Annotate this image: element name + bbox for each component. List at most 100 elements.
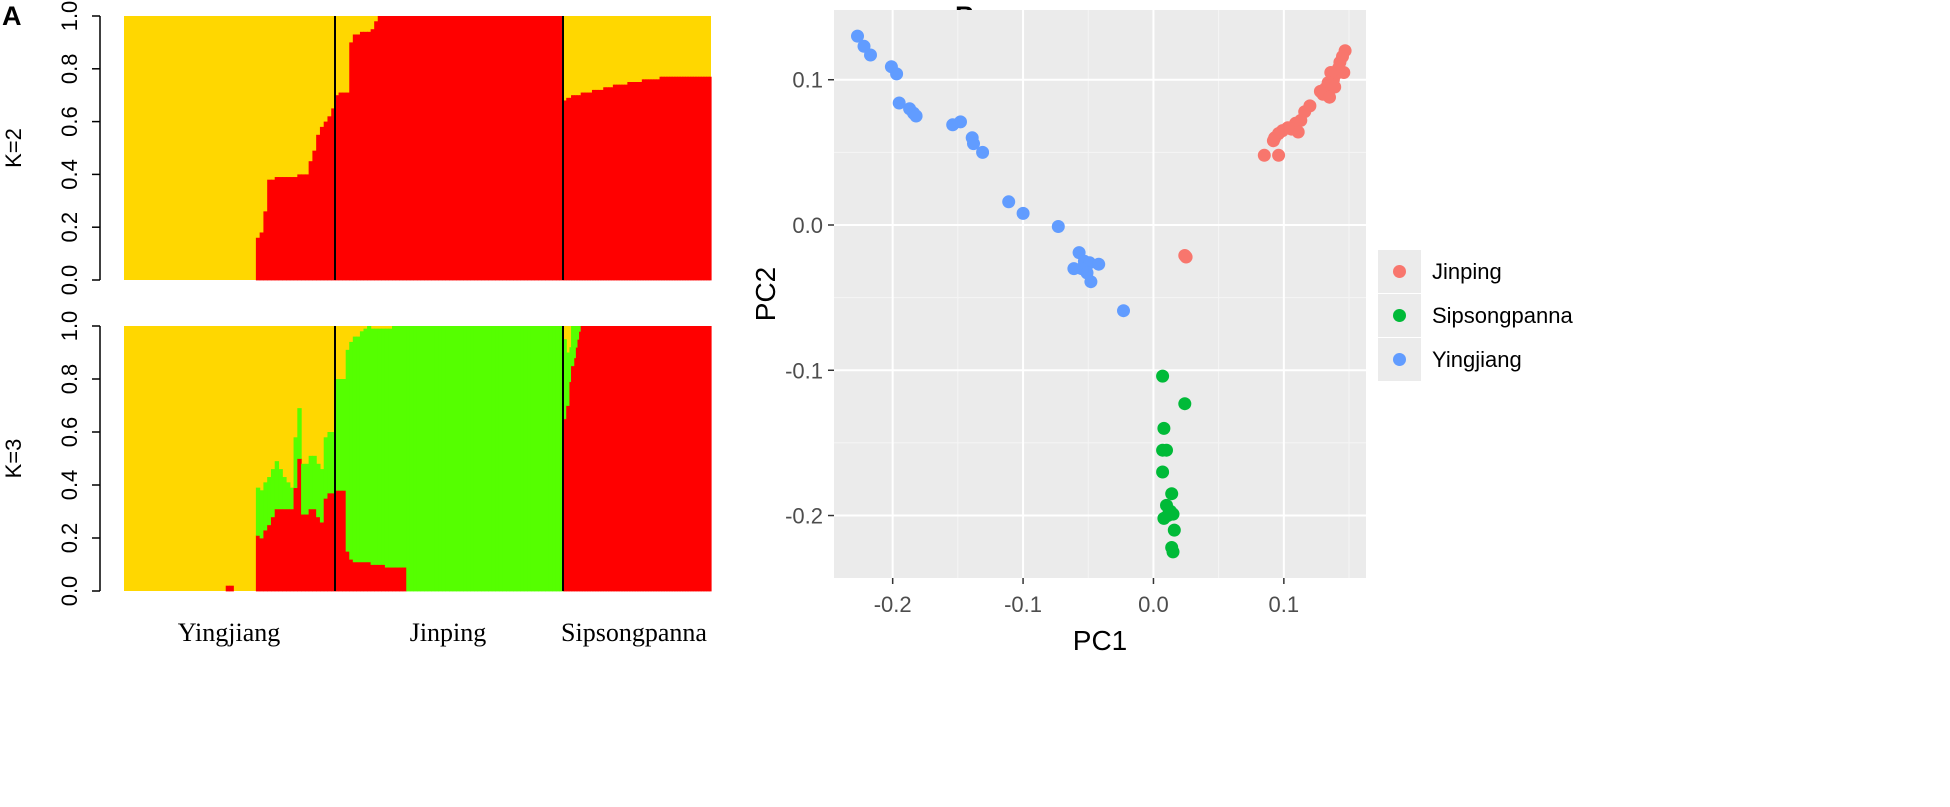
structure-bar-jinping-cluster-green	[541, 326, 546, 592]
structure-bar-jinping-cluster-red	[420, 16, 425, 281]
structure-bar-sipsongpanna-cluster-green	[575, 326, 579, 348]
structure-bar-yingjiang-cluster-green	[297, 408, 302, 459]
structure-bar-jinping-cluster-green	[520, 326, 525, 592]
structure-bar-sipsongpanna-cluster-red	[608, 326, 611, 592]
structure-bar-sipsongpanna-cluster-red	[693, 76, 696, 281]
structure-bar-jinping-cluster-green	[438, 326, 443, 592]
structure-bar-jinping-cluster-green	[406, 326, 411, 592]
structure-bar-jinping-cluster-red	[342, 490, 347, 592]
structure-bar-yingjiang-cluster-red	[331, 492, 336, 592]
structure-subplot-k3: 0.0 0.2 0.4 0.6 0.8 1.0 K=3	[1, 311, 712, 606]
structure-bar-jinping-cluster-red	[367, 561, 372, 592]
structure-bar-sipsongpanna-cluster-red	[662, 326, 665, 592]
structure-bar-yingjiang-cluster-red	[293, 177, 298, 281]
structure-bar-jinping-cluster-red	[359, 31, 365, 281]
structure-bar-yingjiang-cluster-green	[282, 477, 287, 510]
structure-bar-jinping-cluster-red	[484, 16, 489, 281]
structure-bar-sipsongpanna-cluster-red	[630, 82, 633, 281]
structure-bar-yingjiang-cluster-green	[259, 490, 265, 539]
structure-bar-jinping-cluster-red	[342, 92, 347, 281]
structure-bar-jinping-cluster-red	[555, 16, 561, 281]
structure-bar-sipsongpanna-cluster-red	[624, 84, 627, 281]
data-point-yingjiang	[892, 96, 906, 110]
structure-bar-sipsongpanna-cluster-red	[600, 326, 603, 592]
data-point-yingjiang	[954, 115, 967, 129]
structure-bar-jinping-cluster-green	[452, 326, 457, 592]
structure-bar-yingjiang-cluster-red	[331, 108, 336, 281]
structure-bar-jinping-cluster-green	[449, 326, 454, 592]
structure-bar-sipsongpanna-cluster-red	[571, 95, 574, 281]
structure-bar-jinping-cluster-green	[548, 326, 553, 592]
structure-bar-jinping-cluster-red	[384, 567, 390, 592]
structure-bar-sipsongpanna-cluster-red	[598, 326, 601, 592]
structure-bar-jinping-cluster-green	[399, 326, 404, 568]
structure-bar-jinping-cluster-green	[367, 326, 372, 563]
structure-bar-yingjiang-cluster-red	[289, 177, 295, 281]
structure-bar-jinping-cluster-green	[388, 328, 393, 568]
structure-bar-jinping-cluster-red	[395, 16, 400, 281]
structure-bar-sipsongpanna-cluster-red	[638, 82, 641, 281]
data-point-yingjiang	[1092, 257, 1106, 271]
structure-bar-sipsongpanna-cluster-red	[601, 89, 604, 281]
structure-bar-sipsongpanna-cluster-red	[604, 87, 608, 281]
structure-bar-sipsongpanna-cluster-red	[628, 82, 632, 281]
structure-bar-yingjiang-cluster-red	[286, 177, 291, 281]
structure-bar-jinping-cluster-green	[538, 326, 543, 592]
structure-bar-sipsongpanna-cluster-red	[643, 326, 646, 592]
structure-bar-sipsongpanna-cluster-red	[587, 92, 590, 281]
structure-bar-yingjiang-cluster-red	[270, 516, 276, 592]
structure-bar-sipsongpanna-cluster-red	[582, 326, 585, 592]
structure-bar-jinping-cluster-green	[359, 331, 365, 563]
structure-bar-sipsongpanna-cluster-red	[696, 326, 699, 592]
structure-bar-sipsongpanna-cluster-red	[694, 326, 698, 592]
structure-bar-jinping-cluster-red	[356, 561, 361, 592]
structure-bar-yingjiang-cluster-red	[304, 174, 310, 281]
structure-bar-jinping-cluster-green	[441, 326, 447, 592]
k-label: K=3	[1, 439, 26, 479]
data-point-jinping	[1266, 134, 1280, 148]
x-tick-label: 0.0	[1138, 592, 1169, 617]
structure-bar-sipsongpanna-cluster-red	[608, 87, 611, 281]
structure-bar-jinping-cluster-green	[335, 379, 340, 491]
structure-bar-sipsongpanna-cluster-red	[616, 84, 619, 281]
structure-bar-jinping-cluster-green	[345, 349, 350, 552]
structure-bar-sipsongpanna-cluster-red	[669, 76, 672, 281]
structure-bar-yingjiang-cluster-red	[255, 237, 261, 281]
structure-bar-sipsongpanna-cluster-red	[699, 76, 702, 281]
structure-bar-sipsongpanna-cluster-red	[648, 79, 651, 281]
structure-bar-jinping-cluster-red	[452, 16, 457, 281]
structure-bar-sipsongpanna-cluster-red	[635, 326, 638, 592]
structure-bar-jinping-cluster-green	[392, 326, 397, 568]
structure-bar-yingjiang-cluster-red	[278, 508, 283, 592]
structure-bar-jinping-cluster-green	[456, 326, 461, 592]
structure-bar-yingjiang-cluster-red	[278, 177, 283, 281]
x-tick-label: -0.1	[1004, 592, 1042, 617]
structure-bar-jinping-cluster-red	[513, 16, 518, 281]
y-tick-label: 0.8	[57, 364, 82, 395]
structure-bar-sipsongpanna-cluster-red	[567, 405, 571, 592]
structure-bar-sipsongpanna-cluster-red	[609, 326, 612, 592]
structure-bar-sipsongpanna-cluster-red	[682, 76, 685, 281]
legend-label-yingjiang: Yingjiang	[1432, 347, 1522, 372]
structure-bar-yingjiang-cluster-green	[270, 469, 276, 518]
series-jinping	[1178, 44, 1352, 264]
structure-bar-sipsongpanna-cluster-red	[614, 84, 617, 281]
structure-bar-jinping-cluster-red	[470, 16, 475, 281]
structure-bar-sipsongpanna-cluster-red	[701, 326, 704, 592]
structure-bar-jinping-cluster-red	[541, 16, 546, 281]
structure-bar-jinping-cluster-red	[338, 490, 343, 592]
structure-bar-jinping-cluster-red	[520, 16, 525, 281]
structure-bar-sipsongpanna-cluster-red	[572, 365, 575, 592]
structure-bar-sipsongpanna-cluster-green	[564, 339, 567, 420]
y-tick-label: 0.2	[57, 212, 82, 243]
data-point-yingjiang	[851, 29, 864, 43]
structure-bar-jinping-cluster-red	[363, 561, 368, 592]
structure-bar-jinping-cluster-green	[466, 326, 471, 592]
structure-bar-sipsongpanna-cluster-red	[690, 76, 693, 281]
structure-bar-yingjiang-cluster-red	[308, 508, 313, 592]
structure-bar-sipsongpanna-cluster-red	[707, 76, 710, 281]
structure-bar-sipsongpanna-cluster-red	[698, 76, 701, 281]
structure-bar-jinping-cluster-red	[345, 92, 350, 281]
structure-bar-sipsongpanna-cluster-red	[654, 79, 657, 281]
structure-bar-yingjiang-cluster-green	[289, 487, 295, 510]
